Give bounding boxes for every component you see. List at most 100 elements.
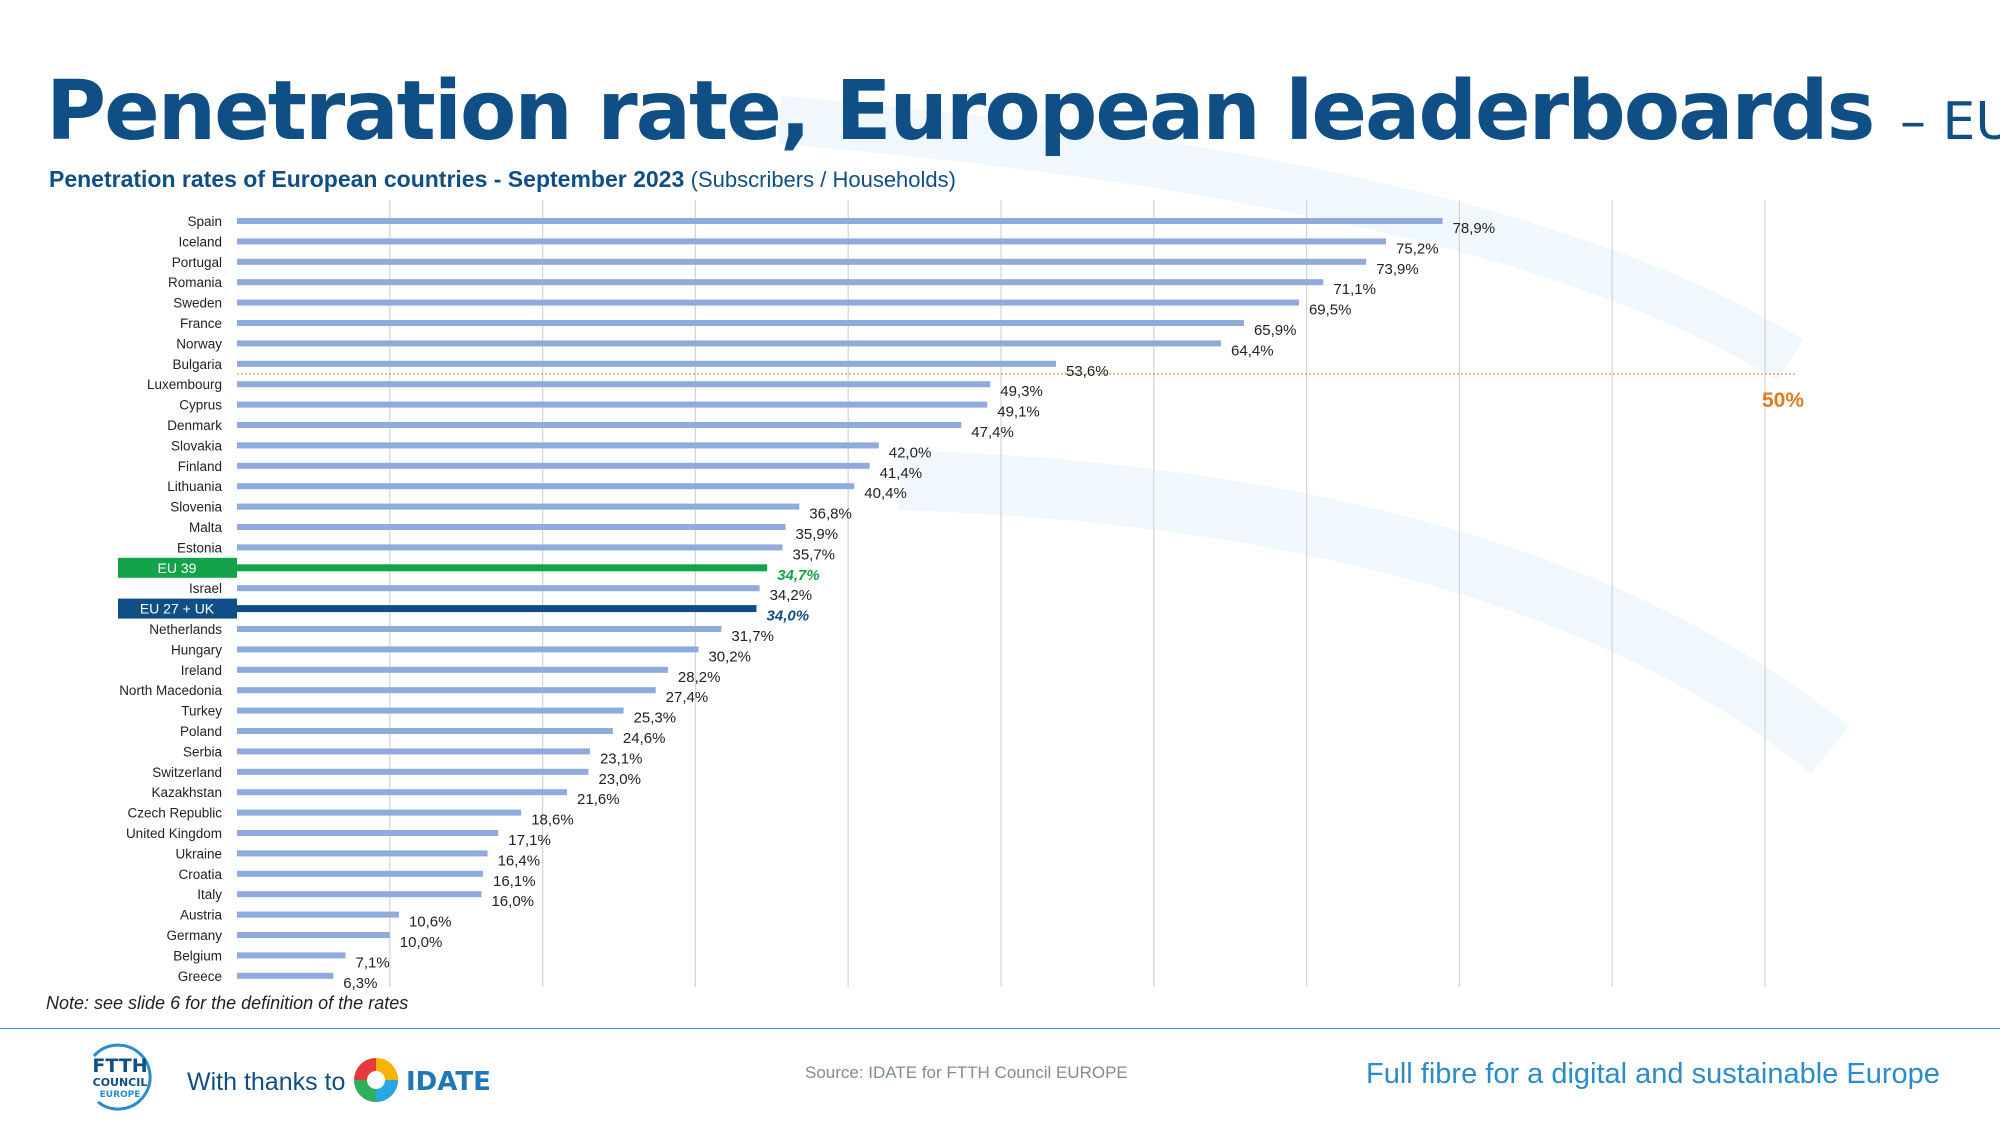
bar (237, 483, 855, 490)
bar (237, 605, 757, 613)
data-label: 73,9% (1376, 261, 1419, 278)
bar (237, 279, 1324, 286)
category-label: Iceland (178, 234, 222, 249)
bar (237, 728, 613, 734)
data-label: 42,0% (889, 444, 932, 461)
data-label: 6,3% (343, 975, 377, 990)
bar (237, 626, 722, 632)
data-label: 71,1% (1333, 281, 1376, 298)
footer-tagline: Full fibre for a digital and sustainable… (1366, 1058, 1940, 1090)
data-label: 17,1% (508, 832, 551, 849)
bar (237, 646, 699, 653)
data-label: 49,1% (997, 404, 1040, 421)
bar (237, 381, 991, 388)
category-label: Norway (176, 336, 222, 351)
bar (237, 238, 1387, 245)
chart-footnote: Note: see slide 6 for the definition of … (46, 993, 409, 1013)
data-label: 31,7% (731, 628, 774, 645)
data-label: 21,6% (577, 791, 620, 808)
bar (237, 585, 760, 592)
data-label: 49,3% (1000, 383, 1043, 400)
chart-subtitle-text: Penetration rates of European countries … (49, 166, 685, 192)
data-label: 78,9% (1453, 220, 1496, 237)
bar (237, 442, 879, 449)
chart-subtitle-note: (Subscribers / Households) (690, 167, 956, 192)
data-label: 27,4% (666, 689, 709, 706)
category-label: United Kingdom (126, 826, 222, 841)
ftth-logo-word: FTTH (92, 1055, 147, 1077)
category-label: Germany (166, 928, 222, 943)
category-label: Italy (197, 887, 222, 902)
category-label: Switzerland (152, 765, 222, 780)
category-label: Kazakhstan (151, 785, 222, 800)
category-label: Slovenia (170, 500, 222, 515)
data-label: 18,6% (531, 812, 574, 829)
bar (237, 911, 399, 918)
data-label: 34,2% (770, 587, 813, 604)
category-label: Belgium (173, 948, 222, 963)
category-label: Slovakia (171, 438, 223, 453)
data-label: 30,2% (708, 648, 751, 665)
idate-logo-word: IDATE (406, 1067, 490, 1097)
data-label: 41,4% (880, 465, 923, 482)
data-label: 53,6% (1066, 363, 1109, 380)
category-label: Ukraine (175, 846, 222, 861)
category-label: France (180, 316, 222, 331)
data-label: 16,0% (491, 893, 534, 910)
bar (237, 830, 499, 836)
bar (237, 748, 590, 755)
data-label: 36,8% (809, 506, 852, 523)
data-label: 7,1% (355, 954, 389, 971)
category-label: Malta (189, 520, 223, 535)
category-label: Estonia (177, 540, 223, 555)
category-label: Serbia (183, 744, 223, 759)
category-label: Sweden (173, 296, 222, 311)
chart-subtitle: Penetration rates of European countries … (49, 166, 956, 193)
category-label: Bulgaria (172, 357, 222, 372)
ftth-logo-europe: EUROPE (100, 1090, 141, 1100)
data-label: 75,2% (1396, 240, 1439, 257)
category-label: Romania (168, 275, 223, 290)
bar (237, 564, 768, 572)
category-label: EU 39 (158, 560, 197, 576)
data-label: 35,7% (792, 546, 835, 563)
ftth-logo-council: COUNCIL (93, 1076, 148, 1089)
bar (237, 258, 1367, 265)
category-label: Lithuania (167, 479, 222, 494)
category-label: EU 27 + UK (140, 601, 215, 617)
data-label: 34,0% (767, 608, 810, 625)
page-title-text: Penetration rate, European leaderboards (46, 64, 1875, 159)
data-label: 47,4% (971, 424, 1014, 441)
bar (237, 524, 786, 530)
bar (237, 850, 488, 857)
footer-source: Source: IDATE for FTTH Council EUROPE (805, 1063, 1128, 1082)
bar (237, 687, 656, 694)
data-label: 34,7% (777, 567, 820, 584)
category-label: Ireland (181, 663, 222, 678)
category-label: Czech Republic (127, 806, 222, 821)
bar (237, 809, 522, 816)
category-label: Turkey (181, 704, 222, 719)
category-label: Austria (180, 908, 223, 923)
category-label: Luxembourg (147, 377, 222, 392)
category-label: North Macedonia (119, 683, 222, 698)
bar (237, 707, 624, 714)
data-label: 24,6% (623, 730, 666, 747)
highlight-label-bg (118, 598, 237, 619)
bar (237, 768, 589, 775)
data-label: 65,9% (1254, 322, 1297, 339)
bar (237, 340, 1222, 347)
threshold-label: 50% (1762, 389, 1804, 412)
data-label: 16,4% (498, 852, 541, 869)
bar (237, 932, 390, 938)
data-label: 10,6% (409, 914, 452, 931)
penetration-bar-chart: 50% Spain 78,9% Iceland 75,2% Portugal 73,9% Ro… (118, 200, 1804, 990)
category-label: Poland (180, 724, 222, 739)
idate-logo: IDATE (354, 1058, 490, 1102)
bar (237, 789, 568, 796)
data-label: 69,5% (1309, 302, 1352, 319)
category-label: Hungary (171, 642, 222, 657)
bar (237, 952, 346, 959)
